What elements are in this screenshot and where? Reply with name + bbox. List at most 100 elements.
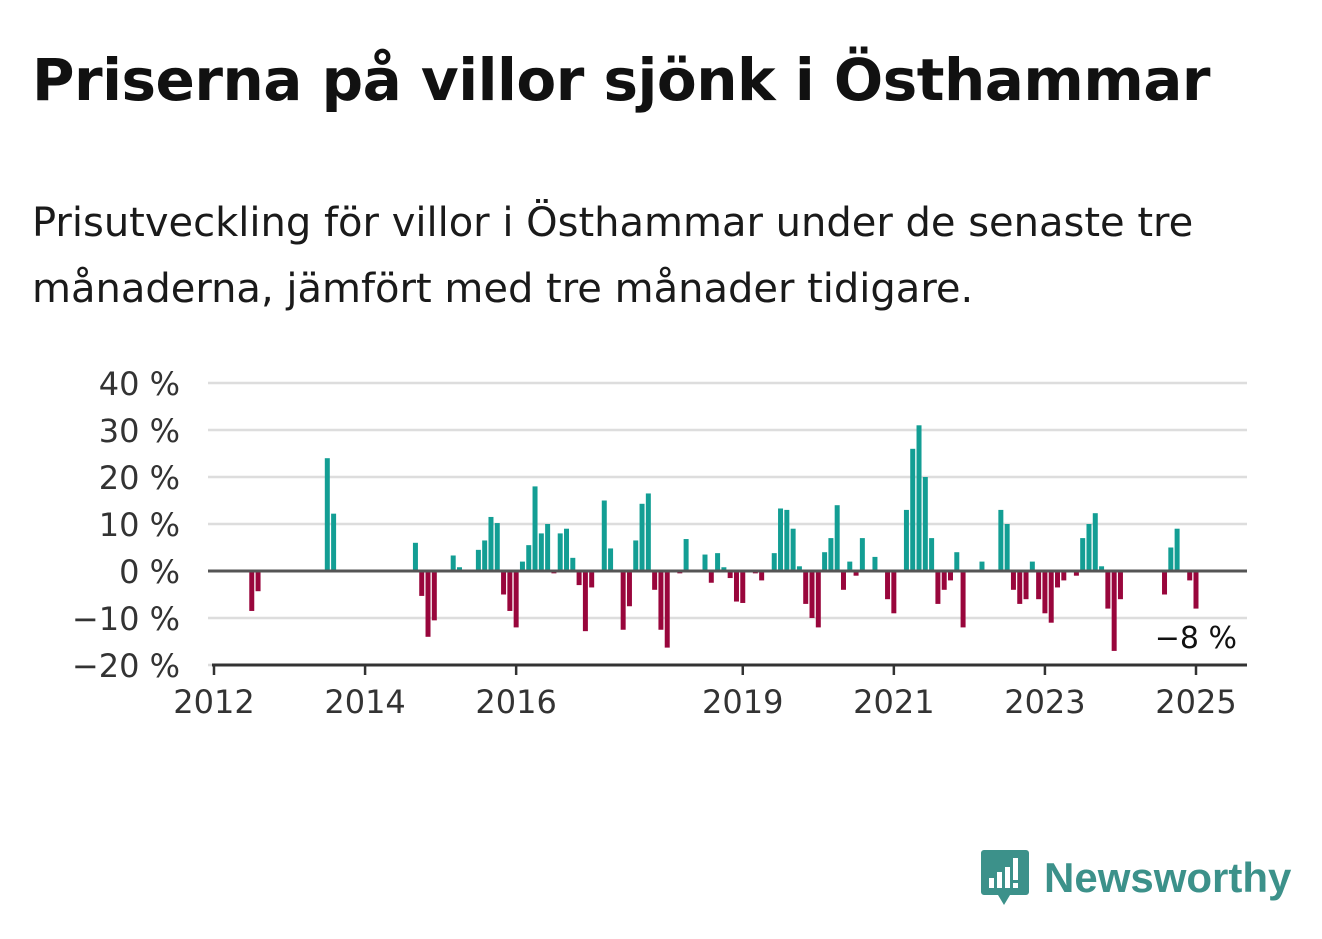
bar bbox=[948, 571, 953, 581]
bar bbox=[576, 571, 582, 586]
bar bbox=[784, 509, 790, 571]
bar bbox=[557, 533, 563, 571]
bar bbox=[1023, 571, 1029, 600]
bar bbox=[683, 539, 689, 571]
y-tick-label: 20 % bbox=[99, 459, 180, 497]
bar bbox=[891, 571, 897, 614]
bar bbox=[1117, 571, 1123, 600]
y-tick-label: −20 % bbox=[72, 647, 180, 685]
bar bbox=[929, 538, 935, 571]
bar bbox=[1187, 571, 1193, 581]
bar bbox=[1162, 571, 1168, 595]
last-value-label: −8 % bbox=[1155, 621, 1237, 656]
bar bbox=[727, 571, 733, 579]
bar bbox=[1105, 571, 1111, 609]
bar bbox=[1004, 524, 1010, 571]
bar bbox=[538, 533, 544, 571]
bar bbox=[840, 571, 846, 590]
bar bbox=[1029, 561, 1035, 571]
bar bbox=[324, 458, 330, 571]
bar bbox=[513, 571, 519, 628]
bar bbox=[412, 542, 418, 571]
bar bbox=[431, 571, 437, 621]
bar bbox=[1055, 571, 1061, 588]
y-axis-tick-labels: 40 % 30 % 20 % 10 % 0 % −10 % −20 % bbox=[72, 365, 180, 685]
bar bbox=[526, 545, 532, 571]
bar bbox=[450, 555, 456, 571]
bar bbox=[903, 509, 909, 571]
bar bbox=[582, 571, 588, 632]
bar bbox=[885, 571, 891, 600]
bar bbox=[1061, 571, 1067, 581]
bar bbox=[721, 567, 727, 571]
newsworthy-brand[interactable]: Newsworthy bbox=[980, 848, 1291, 908]
bar bbox=[488, 516, 494, 571]
bar bbox=[872, 556, 878, 571]
bar bbox=[941, 571, 947, 590]
y-tick-label: 0 % bbox=[119, 553, 180, 591]
brand-name: Newsworthy bbox=[1044, 854, 1292, 901]
bar bbox=[545, 524, 551, 571]
x-tick-label: 2019 bbox=[702, 683, 783, 721]
bar bbox=[255, 571, 261, 592]
bar bbox=[664, 571, 670, 648]
bar bbox=[828, 538, 834, 571]
bar bbox=[834, 505, 840, 571]
x-tick-label: 2014 bbox=[324, 683, 405, 721]
bar bbox=[1073, 571, 1079, 576]
bar bbox=[1092, 513, 1098, 571]
bar bbox=[570, 557, 576, 571]
bar bbox=[1042, 571, 1048, 614]
x-axis-tick-labels: 2012 2014 2016 2019 2021 2023 2025 bbox=[173, 683, 1236, 721]
chart-subtitle: Prisutveckling för villor i Östhammar un… bbox=[32, 200, 1194, 312]
y-tick-label: 40 % bbox=[99, 365, 180, 403]
bar bbox=[1010, 571, 1016, 590]
bar bbox=[425, 571, 431, 637]
bar bbox=[532, 486, 538, 571]
bar bbox=[809, 571, 815, 618]
bar bbox=[1168, 547, 1174, 571]
bar bbox=[803, 571, 809, 604]
bar bbox=[645, 493, 651, 571]
bar bbox=[954, 552, 960, 571]
bar bbox=[853, 571, 859, 576]
bar bbox=[1111, 571, 1117, 651]
bar bbox=[626, 571, 632, 607]
bar bbox=[1086, 524, 1092, 571]
bar bbox=[519, 561, 525, 571]
bar bbox=[796, 566, 802, 571]
bar bbox=[778, 508, 784, 571]
bar bbox=[815, 571, 821, 628]
bar bbox=[759, 571, 765, 581]
bar bbox=[822, 552, 828, 571]
bar bbox=[922, 477, 928, 571]
bar bbox=[771, 553, 777, 571]
bar bbox=[847, 561, 853, 571]
bar bbox=[589, 571, 595, 588]
bar bbox=[652, 571, 658, 590]
bar bbox=[1080, 538, 1086, 571]
y-tick-label: 10 % bbox=[99, 506, 180, 544]
bar bbox=[859, 538, 865, 571]
bar bbox=[740, 571, 746, 603]
bar bbox=[910, 448, 916, 571]
bar bbox=[1036, 571, 1042, 600]
bar bbox=[482, 540, 488, 571]
bar bbox=[979, 561, 985, 571]
axes bbox=[208, 569, 1247, 675]
bar bbox=[601, 500, 607, 571]
bar bbox=[702, 554, 708, 571]
bar bbox=[620, 571, 626, 630]
bar bbox=[733, 571, 739, 602]
bar bbox=[1193, 571, 1199, 609]
x-tick-label: 2025 bbox=[1155, 683, 1236, 721]
bar bbox=[916, 425, 922, 571]
bar bbox=[960, 571, 966, 628]
y-tick-label: −10 % bbox=[72, 600, 180, 638]
bar bbox=[1017, 571, 1023, 604]
bar bbox=[790, 528, 796, 571]
bar bbox=[494, 523, 500, 571]
x-tick-label: 2023 bbox=[1004, 683, 1085, 721]
x-tick-label: 2012 bbox=[173, 683, 254, 721]
bar bbox=[475, 549, 481, 571]
